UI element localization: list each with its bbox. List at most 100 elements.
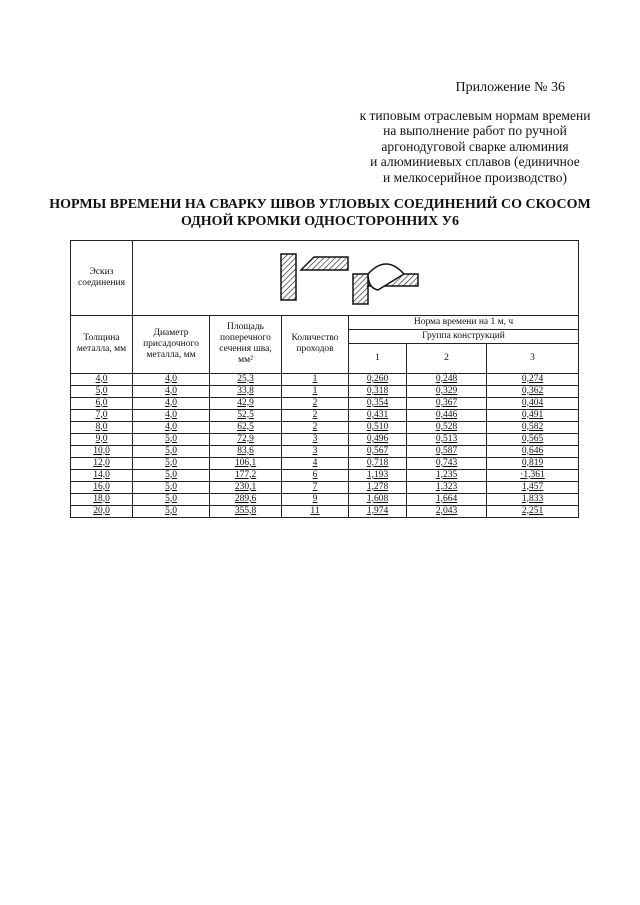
header-thickness: Толщина металла, мм <box>70 314 133 374</box>
joint-sketch <box>131 239 580 316</box>
table-cell: 1,833 <box>485 492 580 506</box>
appendix-line: и мелкосерийное производство) <box>383 169 567 185</box>
table-cell: 355,8 <box>209 504 282 518</box>
table-cell: 4,0 <box>70 372 133 386</box>
table-row: 18,0 5,0 289,6 9 1,608 1,664 1,833 <box>70 492 580 506</box>
norms-table: Эскиз соединения Толщина металла, мм Диа… <box>70 239 580 518</box>
table-cell: 12,0 <box>70 456 133 470</box>
sketch-label: Эскиз соединения <box>70 239 133 316</box>
table-cell: 1 <box>281 384 349 398</box>
table-cell: 52,5 <box>209 408 282 422</box>
table-cell: 5,0 <box>132 468 210 482</box>
header-diameter: Диаметр присадочного металла, мм <box>132 314 210 374</box>
table-cell: 0,491 <box>485 408 580 422</box>
table-cell: 0,567 <box>348 444 407 458</box>
table-row: 4,0 4,0 25,3 1 0,260 0,248 0,274 <box>70 372 580 386</box>
table-cell: 62,5 <box>209 420 282 434</box>
table-cell: 0,362 <box>485 384 580 398</box>
table-cell: 0,260 <box>348 372 407 386</box>
table-cell: 9 <box>281 492 349 506</box>
table-cell: 1 <box>281 372 349 386</box>
table-cell: 0,587 <box>406 444 487 458</box>
table-cell: 4,0 <box>132 408 210 422</box>
header-norm: Норма времени на 1 м, ч <box>347 314 580 330</box>
appendix-number: Приложение № 36 <box>455 80 566 95</box>
table-cell: 1,974 <box>348 504 407 518</box>
table-cell: 10,0 <box>70 444 133 458</box>
table-cell: 0,565 <box>485 432 580 446</box>
table-cell: 1,608 <box>348 492 407 506</box>
table-cell: 7,0 <box>70 408 133 422</box>
appendix-line: и алюминиевых сплавов (единичное <box>370 154 580 170</box>
table-cell: 0,367 <box>406 396 487 410</box>
table-cell: 0,446 <box>406 408 487 422</box>
table-cell: 2 <box>281 408 349 422</box>
table-cell: 6 <box>281 468 349 482</box>
table-cell: 1,323 <box>406 480 487 494</box>
table-cell: 4 <box>281 456 349 470</box>
header-group-3: 3 <box>485 342 580 374</box>
table-cell: 0,718 <box>348 456 407 470</box>
header-group-1: 1 <box>348 342 407 374</box>
table-cell: 1,193 <box>348 468 407 482</box>
table-cell: 0,329 <box>406 384 487 398</box>
table-cell: 0,496 <box>348 432 407 446</box>
table-row: 16,0 5,0 230,1 7 1,278 1,323 1,457 <box>70 480 580 494</box>
table-cell: 2,043 <box>406 504 487 518</box>
table-cell: 3 <box>281 432 349 446</box>
table-cell: 0,646 <box>485 444 580 458</box>
table-row: 9,0 5,0 72,9 3 0,496 0,513 0,565 <box>70 432 580 446</box>
table-cell: 0,528 <box>406 420 487 434</box>
table-cell: 289,6 <box>209 492 282 506</box>
table-cell: 0,404 <box>485 396 580 410</box>
table-cell: 0,354 <box>348 396 407 410</box>
table-cell: 1,235 <box>406 468 487 482</box>
table-cell: 0,318 <box>348 384 407 398</box>
table-cell: 230,1 <box>209 480 282 494</box>
table-cell: 42,9 <box>209 396 282 410</box>
table-cell: 6,0 <box>70 396 133 410</box>
table-cell: 8,0 <box>70 420 133 434</box>
table-cell: 2 <box>281 396 349 410</box>
table-row: 10,0 5,0 83,6 3 0,567 0,587 0,646 <box>70 444 580 458</box>
table-cell: 83,6 <box>209 444 282 458</box>
title-line: ОДНОЙ КРОМКИ ОДНОСТОРОННИХ У6 <box>180 213 460 229</box>
appendix-line: к типовым отраслевым нормам времени <box>359 107 591 123</box>
header-area: Площадь поперечного сечения шва, мм² <box>209 314 282 374</box>
table-cell: 1,278 <box>348 480 407 494</box>
table-row: 20,0 5,0 355,8 11 1,974 2,043 2,251 <box>70 504 580 518</box>
table-cell: 5,0 <box>70 384 133 398</box>
table-cell: 3 <box>281 444 349 458</box>
table-row: 14,0 5,0 177,2 6 1,193 1,235·1,361 <box>70 468 580 482</box>
table-row: 8,0 4,0 62,5 2 0,510 0,528 0,582 <box>70 420 580 434</box>
table-cell: 2 <box>281 420 349 434</box>
table-cell: 0,819 <box>485 456 580 470</box>
table-cell: 4,0 <box>132 384 210 398</box>
header-passes: Количество проходов <box>281 314 349 374</box>
table-cell: 5,0 <box>132 444 210 458</box>
table-cell: 5,0 <box>132 480 210 494</box>
table-cell: 0,248 <box>406 372 487 386</box>
header-group: Группа конструкций <box>347 328 580 344</box>
table-cell: 20,0 <box>70 504 133 518</box>
joint-sketch-icon <box>279 252 419 305</box>
table-cell: 7 <box>281 480 349 494</box>
table-cell: 0,274 <box>485 372 580 386</box>
title-line: НОРМЫ ВРЕМЕНИ НА СВАРКУ ШВОВ УГЛОВЫХ СОЕ… <box>49 196 591 212</box>
table-cell: 4,0 <box>132 420 210 434</box>
table-cell: 25,3 <box>209 372 282 386</box>
page-title: НОРМЫ ВРЕМЕНИ НА СВАРКУ ШВОВ УГЛОВЫХ СОЕ… <box>20 196 620 230</box>
appendix-line: на выполнение работ по ручной <box>383 123 567 139</box>
table-cell: 4,0 <box>132 372 210 386</box>
table-cell: 11 <box>281 504 349 518</box>
table-cell: 106,1 <box>209 456 282 470</box>
table-cell: 9,0 <box>70 432 133 446</box>
table-cell: 1,664 <box>406 492 487 506</box>
appendix-line: аргонодуговой сварке алюминия <box>381 138 569 154</box>
table-cell: 16,0 <box>70 480 133 494</box>
table-cell: 0,431 <box>348 408 407 422</box>
table-cell: 0,582 <box>485 420 580 434</box>
table-cell: 2,251 <box>485 504 580 518</box>
table-cell: 4,0 <box>132 396 210 410</box>
